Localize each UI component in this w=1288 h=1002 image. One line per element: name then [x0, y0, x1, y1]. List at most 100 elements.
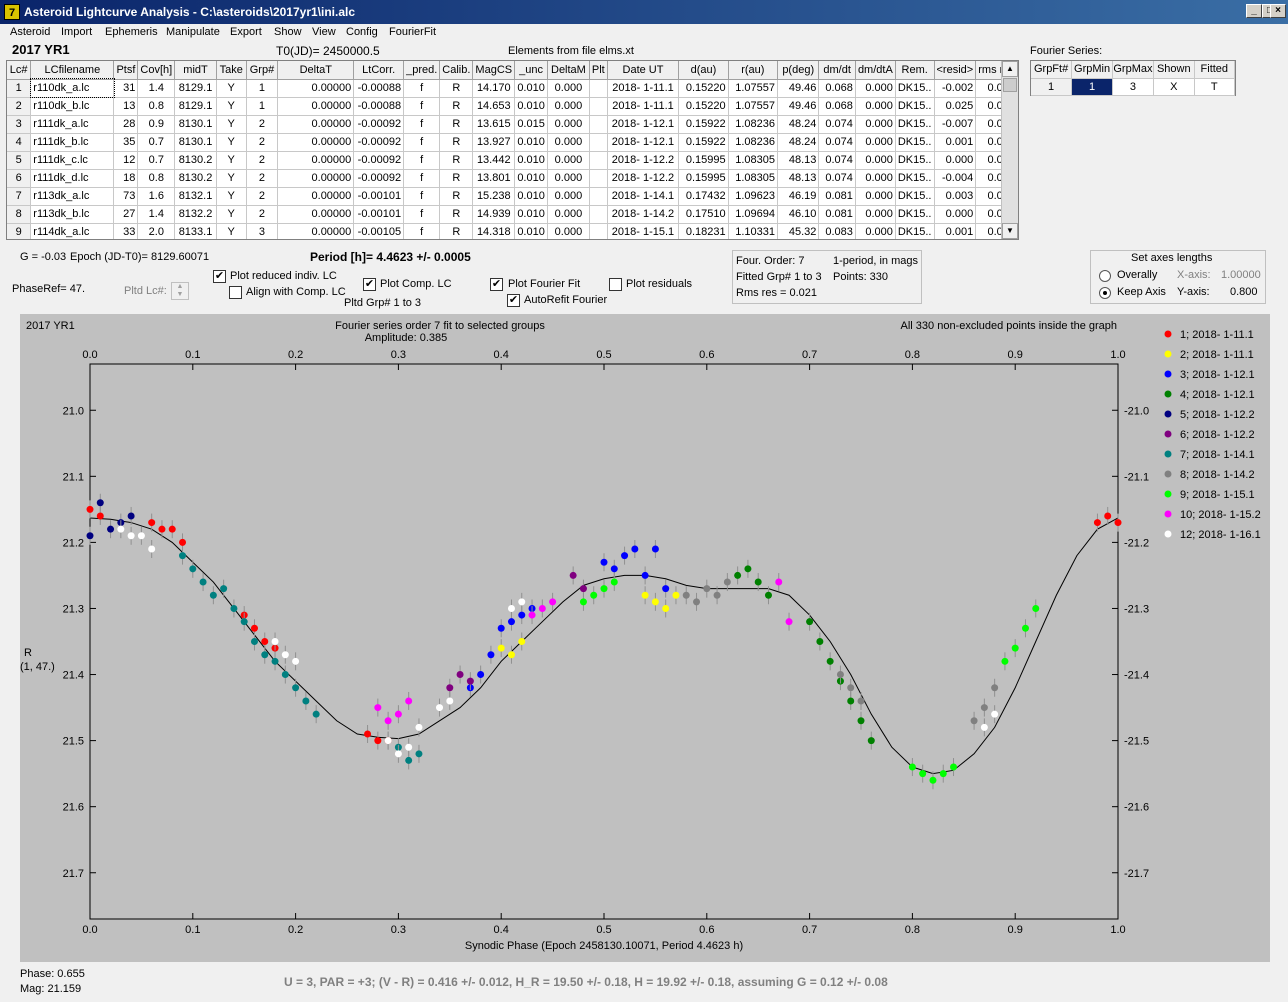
table-cell[interactable]: f [403, 133, 441, 152]
table-cell[interactable]: -0.00092 [353, 133, 405, 152]
table-cell[interactable]: 0.000 [934, 151, 977, 170]
table-cell[interactable]: -0.00088 [353, 79, 405, 98]
col-header[interactable]: Rem. [895, 61, 935, 80]
row-number[interactable]: 2 [7, 97, 32, 116]
col-header[interactable]: MagCS [472, 61, 516, 80]
table-cell[interactable]: DK15.. [895, 187, 935, 206]
table-cell[interactable]: 46.19 [777, 187, 820, 206]
col-header[interactable]: Calib. [439, 61, 474, 80]
table-cell[interactable]: 1.08305 [728, 151, 779, 170]
table-cell[interactable]: -0.00101 [353, 205, 405, 224]
table-cell[interactable]: 1.4 [137, 79, 176, 98]
table-cell[interactable]: 0.081 [818, 205, 856, 224]
scroll-thumb[interactable] [1003, 78, 1017, 92]
table-cell[interactable]: R [439, 79, 474, 98]
table-cell[interactable]: 45.32 [777, 223, 820, 239]
table-cell[interactable]: 0.000 [855, 115, 896, 134]
table-cell[interactable]: 0.8 [137, 169, 176, 188]
table-cell[interactable]: 0.00000 [277, 187, 355, 206]
menu-import[interactable]: Import [61, 26, 93, 38]
menu-ephemeris[interactable]: Ephemeris [105, 26, 158, 38]
table-cell[interactable]: 8130.1 [174, 133, 217, 152]
table-cell[interactable]: R [439, 151, 474, 170]
table-cell[interactable]: 0.000 [855, 223, 896, 239]
table-cell[interactable]: 1 [246, 79, 279, 98]
col-header[interactable]: Grp# [246, 61, 279, 80]
table-cell[interactable] [589, 133, 608, 152]
table-cell[interactable]: 0.17510 [678, 205, 729, 224]
col-header[interactable]: d(au) [678, 61, 729, 80]
menu-view[interactable]: View [312, 26, 336, 38]
table-cell[interactable]: 8130.1 [174, 115, 217, 134]
table-cell[interactable]: 0.15220 [678, 79, 729, 98]
table-cell[interactable]: -0.00101 [353, 187, 405, 206]
table-cell[interactable]: Y [216, 79, 247, 98]
table-cell[interactable]: 2018- 1-14.2 [607, 205, 680, 224]
menu-show[interactable]: Show [274, 26, 302, 38]
table-cell[interactable]: 1.09694 [728, 205, 779, 224]
table-cell[interactable]: 2 [246, 133, 279, 152]
table-cell[interactable]: Y [216, 223, 247, 239]
table-cell[interactable]: 2 [246, 205, 279, 224]
table-cell[interactable]: 0.083 [818, 223, 856, 239]
table-cell[interactable]: -0.007 [934, 115, 977, 134]
table-row[interactable]: 1 r110dk_a.lc 31 1.4 8129.1 Y 1 0.00000 -0.00088… [7, 78, 1018, 98]
fourier-groups-table[interactable]: GrpFt# GrpMin GrpMax Shown Fitted 1 1 3 … [1030, 60, 1236, 96]
table-cell[interactable]: f [403, 97, 441, 116]
table-cell[interactable]: 0.000 [547, 79, 590, 98]
col-header[interactable]: Plt [589, 61, 608, 80]
table-cell[interactable]: -0.00105 [353, 223, 405, 239]
col-header[interactable]: DeltaT [277, 61, 355, 80]
table-cell[interactable]: 2018- 1-12.1 [607, 115, 680, 134]
table-cell[interactable]: 1.4 [137, 205, 176, 224]
align-comp-checkbox[interactable] [229, 286, 242, 299]
y-axis-value[interactable]: 0.800 [1230, 286, 1258, 298]
table-cell[interactable]: R [439, 133, 474, 152]
table-cell[interactable]: 0.00000 [277, 115, 355, 134]
table-cell[interactable]: 2018- 1-12.1 [607, 133, 680, 152]
table-cell[interactable] [589, 205, 608, 224]
col-header[interactable]: LCfilename [30, 61, 115, 80]
table-cell[interactable]: 35 [113, 133, 139, 152]
autorefit-checkbox[interactable]: ✔ [507, 294, 520, 307]
table-cell[interactable]: DK15.. [895, 97, 935, 116]
col-header[interactable]: DeltaM [547, 61, 590, 80]
table-cell[interactable]: 0.15220 [678, 97, 729, 116]
table-cell[interactable]: 0.000 [855, 133, 896, 152]
table-cell[interactable]: r111dk_b.lc [30, 133, 115, 152]
table-cell[interactable]: 14.170 [472, 79, 516, 98]
table-cell[interactable]: 0.003 [934, 187, 977, 206]
table-cell[interactable]: DK15.. [895, 151, 935, 170]
table-cell[interactable]: 1.08305 [728, 169, 779, 188]
table-cell[interactable]: 0.15995 [678, 169, 729, 188]
table-cell[interactable]: Y [216, 115, 247, 134]
row-number[interactable]: 1 [7, 79, 32, 98]
table-cell[interactable]: 3 [246, 223, 279, 239]
table-row[interactable]: 2 r110dk_b.lc 13 0.8 8129.1 Y 1 0.00000 -0.00088… [7, 97, 1018, 116]
col-header[interactable]: Take [216, 61, 247, 80]
table-cell[interactable]: 0.000 [547, 187, 590, 206]
table-cell[interactable]: DK15.. [895, 79, 935, 98]
table-cell[interactable]: 0.000 [547, 169, 590, 188]
table-cell[interactable]: 0.00000 [277, 133, 355, 152]
table-cell[interactable] [589, 115, 608, 134]
table-cell[interactable] [589, 187, 608, 206]
table-cell[interactable]: R [439, 223, 474, 239]
table-cell[interactable]: 49.46 [777, 79, 820, 98]
scroll-down-arrow[interactable]: ▼ [1002, 223, 1018, 239]
table-cell[interactable]: R [439, 169, 474, 188]
table-cell[interactable]: -0.00088 [353, 97, 405, 116]
table-cell[interactable]: 0.15922 [678, 115, 729, 134]
x-axis-value[interactable]: 1.00000 [1221, 269, 1261, 281]
table-cell[interactable]: 1.08236 [728, 133, 779, 152]
table-cell[interactable]: 2018- 1-12.2 [607, 169, 680, 188]
table-cell[interactable]: 27 [113, 205, 139, 224]
row-number[interactable]: 9 [7, 223, 32, 239]
table-cell[interactable]: -0.002 [934, 79, 977, 98]
table-cell[interactable]: 13.442 [472, 151, 516, 170]
table-cell[interactable]: 0.7 [137, 133, 176, 152]
lightcurve-table[interactable]: Lc# LCfilename Ptsf Cov[h] midT Take Grp# Delta… [6, 60, 1019, 240]
menu-config[interactable]: Config [346, 26, 378, 38]
table-cell[interactable]: Y [216, 169, 247, 188]
table-cell[interactable]: 1.07557 [728, 79, 779, 98]
